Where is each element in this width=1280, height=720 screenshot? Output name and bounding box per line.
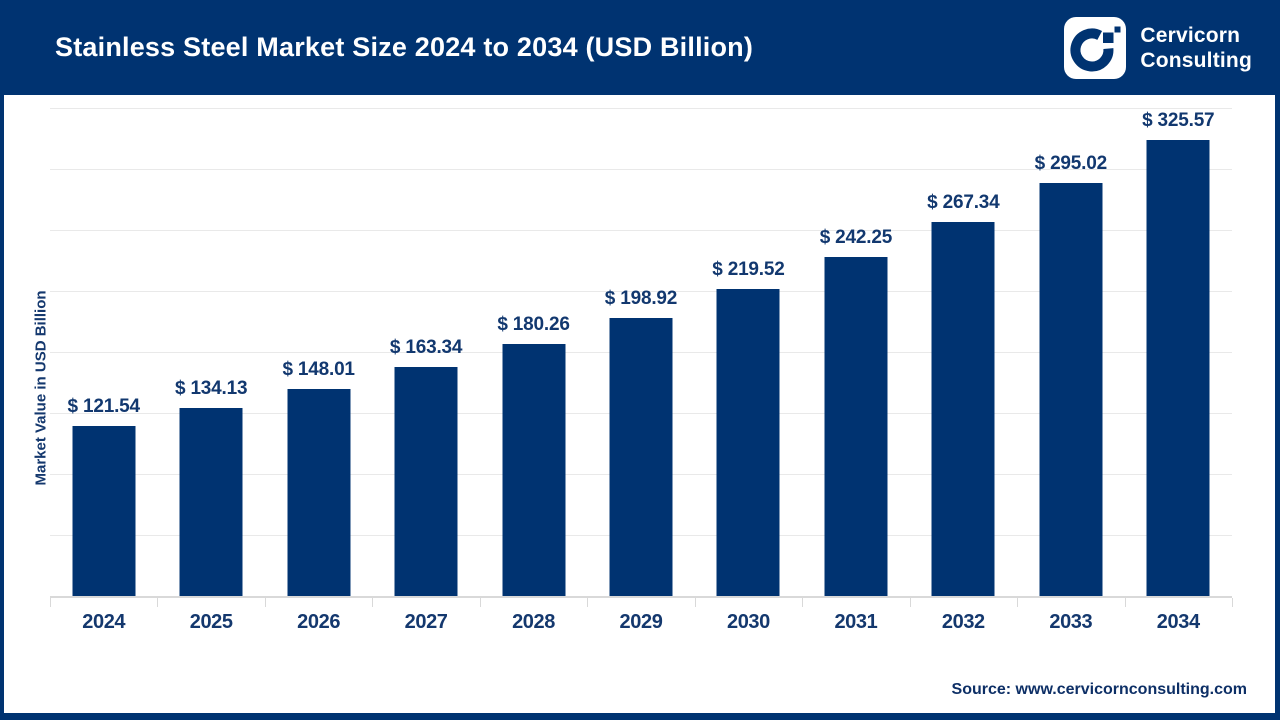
bar-2030 [716, 288, 780, 596]
category-cell: $ 121.54 [50, 108, 157, 596]
x-axis-label-2029: 2029 [619, 611, 663, 633]
bar-value-label: $ 325.57 [1142, 110, 1215, 132]
axis-tick [372, 598, 374, 607]
gridline [50, 169, 1232, 170]
bar-value-label: $ 134.13 [174, 378, 248, 400]
x-axis-label-2031: 2031 [834, 611, 878, 633]
cervicorn-c-icon [1070, 26, 1121, 71]
category-cell: $ 148.01 [265, 108, 372, 596]
bar-2029 [609, 317, 673, 596]
bar-2027 [394, 367, 458, 596]
bar-value-label: $ 121.54 [67, 395, 141, 417]
bar-value-label: $ 163.34 [389, 337, 463, 359]
chart-canvas: Market Value in USD Billion $ 121.54 $ 13… [0, 95, 1280, 720]
gridline [50, 108, 1232, 109]
bar-2026 [287, 388, 351, 596]
plot-area: $ 121.54 $ 134.13 $ 148.01 $ 163.34 $ 180.26… [50, 108, 1232, 598]
x-axis-label-2032: 2032 [941, 611, 985, 633]
x-axis-label-2033: 2033 [1049, 611, 1093, 633]
axis-tick [1124, 598, 1126, 607]
bar-value-label: $ 219.52 [712, 258, 785, 280]
axis-tick [587, 598, 589, 607]
x-axis-label-2030: 2030 [726, 611, 770, 633]
category-cell: $ 325.57 [1125, 108, 1232, 596]
bar-2034 [1146, 140, 1210, 596]
axis-tick [50, 598, 51, 607]
bar-2031 [824, 256, 888, 596]
x-axis-label-2024: 2024 [82, 611, 126, 633]
bar-2024 [72, 425, 136, 596]
x-axis-label-2034: 2034 [1156, 611, 1200, 633]
axis-tick [802, 598, 804, 607]
bar-value-label: $ 198.92 [604, 287, 678, 309]
x-axis-labels: 2024 2025 2026 2027 2028 2029 2030 2031 2032 2033… [50, 611, 1232, 639]
category-cell: $ 295.02 [1017, 108, 1124, 596]
gridline [50, 291, 1232, 292]
page-title: Stainless Steel Market Size 2024 to 2034… [55, 32, 754, 62]
x-axis-ticks [50, 598, 1233, 607]
category-cell: $ 134.13 [157, 108, 264, 596]
logo-line1: Cervicorn [1140, 23, 1241, 47]
x-axis-label-2026: 2026 [297, 611, 341, 633]
bar-2025 [179, 408, 243, 596]
axis-tick [264, 598, 266, 607]
bar-2033 [1039, 182, 1103, 596]
axis-tick [1017, 598, 1019, 607]
category-cell: $ 180.26 [480, 108, 587, 596]
axis-tick [479, 598, 481, 607]
axis-tick [1232, 598, 1233, 607]
y-axis-title: Market Value in USD Billion [32, 290, 50, 486]
category-cell: $ 267.34 [910, 108, 1017, 596]
axis-tick [694, 598, 696, 607]
category-cell: $ 198.92 [587, 108, 694, 596]
gridline [50, 230, 1232, 231]
bar-2028 [502, 343, 566, 596]
bar-value-label: $ 148.01 [282, 358, 355, 380]
header-bar: Stainless Steel Market Size 2024 to 2034… [0, 0, 1280, 95]
company-logo: Cervicorn Consulting [1064, 16, 1252, 79]
bar-value-label: $ 295.02 [1034, 152, 1108, 174]
axis-tick [909, 598, 911, 607]
logo-line2: Consulting [1140, 48, 1252, 72]
bar-value-label: $ 267.34 [927, 191, 1000, 213]
bar-value-label: $ 180.26 [497, 313, 570, 335]
x-axis-label-2025: 2025 [189, 611, 233, 633]
category-cell: $ 242.25 [802, 108, 909, 596]
logo-wordmark: Cervicorn Consulting [1140, 23, 1252, 73]
bar-value-label: $ 242.25 [819, 226, 893, 248]
category-cell: $ 219.52 [695, 108, 802, 596]
bar-2032 [931, 221, 995, 596]
category-cell: $ 163.34 [372, 108, 479, 596]
source-attribution: Source: www.cervicornconsulting.com [951, 681, 1247, 698]
logo-mark [1064, 16, 1127, 79]
axis-tick [157, 598, 159, 607]
x-axis-label-2028: 2028 [512, 611, 555, 633]
x-axis-label-2027: 2027 [404, 611, 448, 633]
